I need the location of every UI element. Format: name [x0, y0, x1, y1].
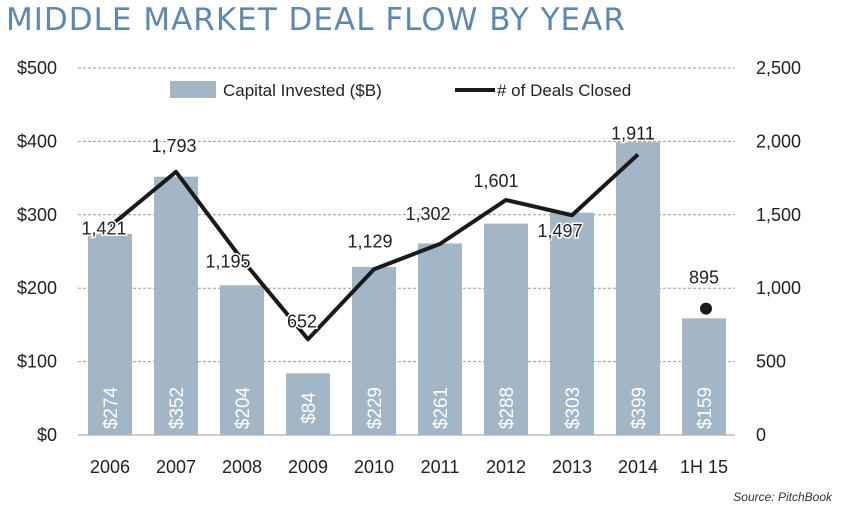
bar: [682, 318, 726, 435]
left-tick-label: $0: [37, 425, 57, 445]
right-tick-label: 1,000: [756, 278, 801, 298]
bar: [484, 223, 528, 435]
x-tick-label: 2006: [90, 457, 130, 477]
bar-value-label: $399: [629, 387, 650, 429]
deals-point-marker: [700, 302, 712, 315]
right-tick-label: 2,500: [756, 58, 801, 78]
bar-value-label: $288: [497, 387, 518, 429]
deals-value-label: 1,421: [81, 218, 126, 238]
deals-line: [108, 152, 712, 342]
deals-value-label: 895: [689, 268, 719, 288]
right-axis-ticks: 0 500 1,000 1,500 2,000 2,500: [756, 58, 801, 445]
deals-value-label: 1,302: [405, 204, 450, 224]
bar: [352, 266, 396, 435]
left-tick-label: $500: [17, 58, 57, 78]
deals-value-label: 1,497: [537, 221, 582, 241]
bar: [286, 373, 330, 435]
right-tick-label: 0: [756, 425, 766, 445]
x-tick-label: 2013: [552, 457, 592, 477]
deals-value-label: 652: [287, 311, 317, 331]
x-tick-label: 1H 15: [680, 457, 728, 477]
bar: [616, 142, 660, 435]
bar-value-label: $159: [695, 387, 716, 429]
legend: Capital Invested ($B) # of Deals Closed: [170, 81, 631, 100]
x-tick-label: 2011: [421, 457, 460, 477]
deals-value-label: 1,911: [611, 123, 655, 143]
x-tick-label: 2010: [354, 457, 394, 477]
x-tick-label: 2014: [618, 457, 658, 477]
bar-value-label: $303: [563, 387, 584, 429]
bar-value-label: $84: [299, 392, 320, 424]
legend-line-label: # of Deals Closed: [497, 81, 631, 100]
left-axis-ticks: $0 $100 $200 $300 $400 $500: [17, 58, 57, 445]
x-tick-label: 2007: [156, 457, 196, 477]
legend-bar-label: Capital Invested ($B): [223, 81, 382, 100]
x-axis-ticks: 2006 2007 2008 2009 2010 2011 2012 2013 2014 1H 1…: [90, 457, 728, 477]
bar: [550, 212, 594, 435]
x-tick-label: 2008: [222, 457, 262, 477]
chart-title: MIDDLE MARKET DEAL FLOW BY YEAR: [6, 2, 626, 38]
deals-value-label: 1,601: [473, 171, 518, 191]
left-tick-label: $100: [17, 352, 57, 372]
bars: [88, 142, 726, 435]
right-tick-label: 2,000: [756, 131, 801, 151]
bar-value-label: $229: [365, 387, 386, 429]
bar-value-label: $204: [233, 386, 254, 429]
right-tick-label: 500: [756, 352, 786, 372]
bar: [88, 233, 132, 435]
x-tick-label: 2009: [288, 457, 328, 477]
x-tick-label: 2012: [486, 457, 526, 477]
bar: [418, 243, 462, 435]
source-note: Source: PitchBook: [733, 490, 832, 504]
deals-value-label: 1,129: [347, 231, 392, 251]
right-tick-label: 1,500: [756, 205, 801, 225]
legend-bar-swatch: [170, 81, 216, 98]
bar-value-label: $261: [431, 387, 452, 429]
deals-value-label: 1,195: [205, 252, 250, 272]
bar: [154, 176, 198, 435]
deals-value-labels: 1,421 1,793 1,195 652 1,129 1,302 1,601 1,497 1,…: [80, 122, 721, 333]
left-tick-label: $400: [17, 131, 57, 151]
deals-value-label: 1,793: [151, 136, 196, 156]
bar-value-label: $352: [167, 387, 188, 429]
left-tick-label: $300: [17, 205, 57, 225]
bar-value-labels: $274 $352 $204 $84 $229 $261 $288 $303 $399 $159: [101, 386, 716, 429]
left-tick-label: $200: [17, 278, 57, 298]
deals-line-path: [108, 152, 640, 342]
bar-value-label: $274: [101, 386, 122, 429]
bar: [220, 285, 264, 435]
